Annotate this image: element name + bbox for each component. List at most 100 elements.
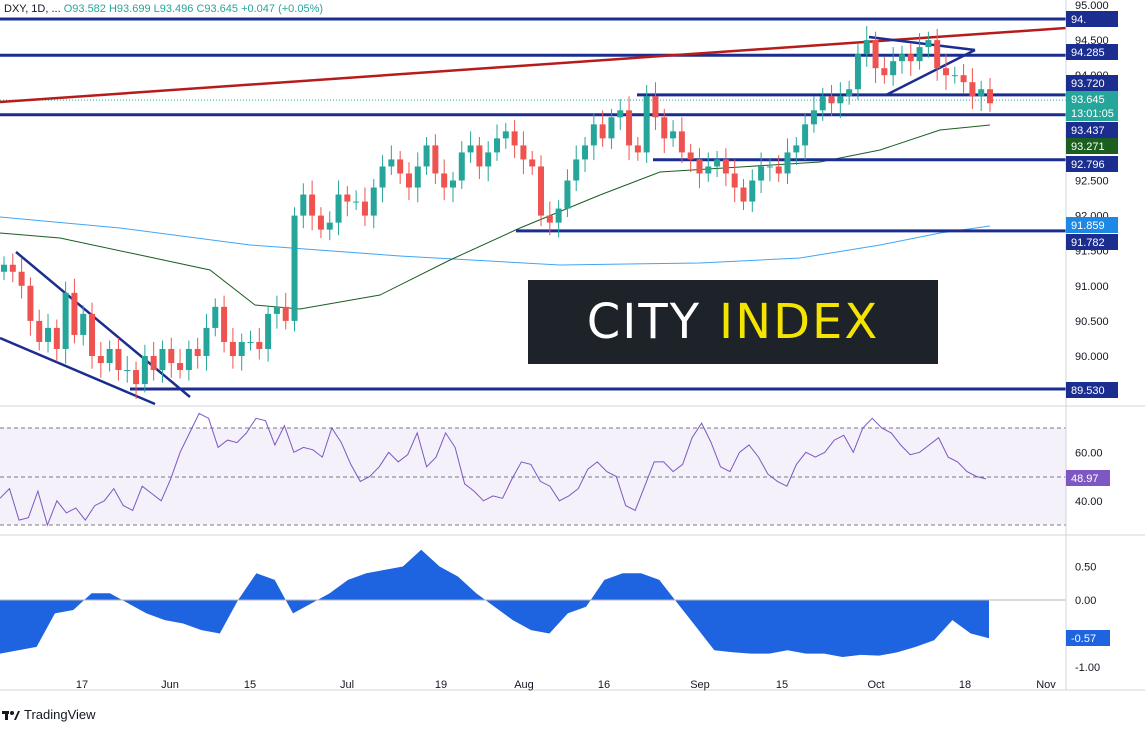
candle-body — [793, 145, 800, 153]
candle-body — [564, 180, 571, 209]
candle-body — [370, 187, 377, 216]
time-tick-label: 19 — [435, 679, 447, 691]
osc-last-label: -0.57 — [1071, 633, 1096, 645]
price-tick-label: 90.500 — [1075, 316, 1109, 328]
ma200-line — [0, 216, 991, 266]
candle-body — [159, 348, 166, 371]
candle-body — [361, 201, 368, 216]
chart-header: DXY, 1D, ... O93.582 H93.699 L93.496 C93… — [4, 3, 323, 15]
candle-body — [925, 40, 932, 48]
ohlc-readout: O93.582 H93.699 L93.496 C93.645 +0.047 (… — [63, 3, 324, 15]
candle-body — [617, 110, 624, 118]
price-label-box — [1066, 138, 1118, 154]
candle-body — [511, 131, 518, 146]
price-label-text: 94. — [1071, 14, 1086, 26]
candle-body — [740, 187, 747, 202]
candle-body — [36, 320, 43, 342]
candle-body — [9, 264, 16, 272]
candle-body — [441, 173, 448, 188]
candle-body — [141, 356, 148, 385]
candle-body — [942, 68, 949, 76]
candle-body — [670, 131, 677, 139]
candle-body — [890, 61, 897, 76]
candle-body — [45, 327, 52, 342]
candle-body — [291, 215, 298, 321]
candle-body — [80, 313, 87, 335]
time-tick-label: Jun — [161, 679, 179, 691]
candle-body — [247, 341, 254, 343]
candle-body — [538, 166, 545, 216]
candle-body — [731, 173, 738, 188]
trendline — [0, 26, 1067, 104]
tradingview-footer[interactable]: TradingView — [2, 707, 96, 722]
candle-body — [89, 313, 96, 356]
time-tick-label: Nov — [1036, 679, 1056, 691]
candle-body — [71, 292, 78, 335]
candle-body — [203, 327, 210, 356]
candle-body — [194, 348, 201, 356]
wedge-upper — [15, 251, 191, 398]
candle-body — [722, 159, 729, 174]
logo-index: INDEX — [719, 294, 880, 350]
candle-body — [819, 96, 826, 111]
price-label-box — [1066, 217, 1118, 233]
pennant-lower — [885, 48, 976, 97]
logo-city: CITY — [586, 294, 702, 350]
candle-body — [590, 124, 597, 146]
candle-body — [802, 124, 809, 146]
candle-body — [529, 159, 536, 167]
candle-body — [124, 370, 131, 372]
pennant-upper — [868, 35, 976, 52]
rsi-line — [0, 412, 987, 527]
candle-body — [221, 306, 228, 342]
candle-body — [951, 75, 958, 77]
candle-body — [256, 341, 263, 349]
price-label-text: 13:01:05 — [1071, 108, 1114, 120]
time-tick-label: 17 — [76, 679, 88, 691]
price-label-text: 93.271 — [1071, 141, 1105, 153]
osc-tick-label: -1.00 — [1075, 662, 1100, 674]
candle-body — [573, 159, 580, 181]
candle-body — [476, 145, 483, 167]
candle-body — [546, 215, 553, 223]
candle-body — [828, 96, 835, 104]
price-label-text: 89.530 — [1071, 385, 1105, 397]
candle-body — [916, 47, 923, 62]
price-tick-label: 95.000 — [1075, 0, 1109, 12]
candle-body — [97, 356, 104, 364]
candle-body — [599, 124, 606, 139]
candle-body — [388, 159, 395, 167]
candle-body — [133, 370, 140, 385]
candle-body — [846, 89, 853, 97]
candle-body — [18, 271, 25, 286]
candle-body — [634, 145, 641, 153]
candle-body — [397, 159, 404, 174]
candle-body — [229, 341, 236, 356]
candle-body — [317, 215, 324, 230]
time-axis: 17 Jun 15 Jul 19 Aug 16 Sep 15 Oct 18 Nov — [76, 679, 1056, 691]
candle-body — [881, 68, 888, 76]
candle-body — [309, 194, 316, 216]
price-pane — [0, 17, 1067, 406]
candle-body — [300, 194, 307, 216]
candle-body — [238, 341, 245, 356]
candle-body — [212, 306, 219, 328]
candle-body — [582, 145, 589, 160]
time-tick-label: Oct — [867, 679, 884, 691]
candle-body — [62, 292, 69, 349]
rsi-tick-label: 60.00 — [1075, 447, 1103, 459]
candle-body — [458, 152, 465, 181]
candle-body — [185, 348, 192, 371]
candle-body — [863, 40, 870, 55]
price-tick-label: 90.000 — [1075, 351, 1109, 363]
candle-body — [353, 201, 360, 203]
candle-body — [969, 82, 976, 97]
candle-body — [643, 96, 650, 153]
oscillator-pane — [0, 549, 1066, 657]
candle-body — [784, 152, 791, 174]
price-label-box — [1066, 105, 1118, 121]
time-tick-label: 18 — [959, 679, 971, 691]
tradingview-label: TradingView — [24, 707, 96, 722]
candle-body — [766, 166, 773, 168]
